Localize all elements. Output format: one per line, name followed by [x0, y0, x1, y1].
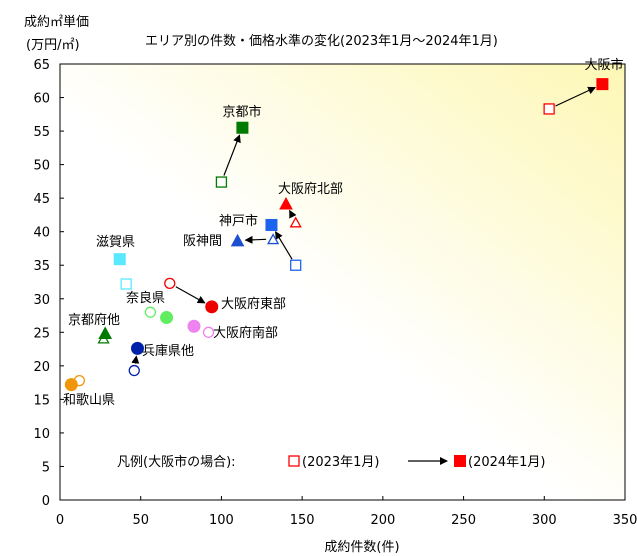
legend-marker-2023 [288, 455, 300, 467]
y-tick-label: 65 [33, 58, 50, 73]
x-tick-label: 100 [209, 513, 234, 528]
area-label: 大阪府北部 [278, 182, 343, 197]
plot-area [59, 63, 626, 501]
point-2024 [265, 218, 278, 231]
x-tick-label: 250 [451, 513, 476, 528]
point-2023 [266, 233, 280, 245]
legend-prefix: 凡例(大阪市の場合): [117, 454, 236, 470]
area-label: 兵庫県他 [142, 344, 194, 359]
y-tick-label: 55 [33, 125, 50, 140]
area-label: 京都府他 [68, 313, 120, 328]
area-label: 大阪市 [584, 57, 623, 73]
area-label: 神戸市 [219, 213, 258, 229]
y-tick-label: 10 [33, 427, 50, 442]
change-arrow [131, 355, 140, 364]
change-arrow [275, 230, 293, 260]
area-label: 京都市 [222, 104, 261, 120]
point-2024 [98, 326, 113, 339]
point-2024 [236, 121, 249, 134]
y-axis-label-line1: 成約㎡単価 [24, 14, 89, 30]
point-2024 [230, 233, 245, 247]
point-2024 [130, 341, 144, 355]
point-2024 [160, 311, 174, 325]
change-arrow [223, 134, 241, 176]
y-tick-label: 20 [33, 360, 50, 375]
area-label: 阪神間 [183, 234, 222, 249]
change-arrow [175, 286, 206, 304]
x-tick-label: 200 [370, 513, 395, 528]
point-2023 [128, 364, 140, 377]
y-tick-label: 25 [33, 326, 50, 341]
area-label: 大阪府南部 [213, 325, 278, 341]
point-2023 [215, 176, 228, 188]
legend-label-2024: (2024年1月) [468, 455, 546, 470]
point-2024 [596, 78, 609, 91]
y-tick-label: 35 [33, 259, 50, 274]
x-axis-label: 成約件数(件) [324, 540, 399, 555]
x-tick-label: 150 [290, 513, 315, 528]
area-label: 滋賀県 [96, 235, 135, 250]
axes: 0 5 10 15 20 25 30 35 40 45 50 55 60 65 0 50 100 150 200 25… [33, 58, 637, 528]
y-tick-label: 0 [42, 494, 50, 509]
area-label: 奈良県 [126, 290, 165, 306]
y-tick-label: 30 [33, 293, 50, 308]
change-arrow [244, 235, 267, 244]
legend-marker-2024 [454, 455, 466, 467]
y-tick-label: 50 [33, 159, 50, 174]
point-2024 [64, 378, 78, 392]
change-arrow [289, 209, 297, 219]
x-tick-label: 50 [132, 513, 149, 528]
legend: 凡例(大阪市の場合): (2023年1月) (2024年1月) [117, 454, 546, 470]
arrow-layer [131, 86, 597, 364]
point-2023 [144, 306, 157, 318]
point-2023 [289, 216, 302, 228]
y-axis-label-line2: (万円/㎡) [26, 38, 80, 53]
point-2023 [290, 259, 302, 271]
area-label: 大阪府東部 [221, 296, 286, 312]
y-tick-label: 15 [33, 393, 50, 408]
y-tick-label: 40 [33, 226, 50, 241]
point-2024 [113, 253, 126, 266]
point-2024 [279, 196, 293, 210]
point-2023 [164, 277, 176, 289]
point-2023 [543, 103, 555, 115]
change-arrow [555, 86, 597, 107]
x-tick-label: 300 [532, 513, 557, 528]
area-label: 和歌山県 [63, 393, 115, 408]
point-2023 [202, 326, 215, 338]
y-tick-label: 5 [42, 460, 50, 475]
chart-title: エリア別の件数・価格水準の変化(2023年1月～2024年1月) [145, 33, 498, 49]
x-tick-label: 0 [56, 513, 64, 528]
point-2023 [120, 278, 132, 290]
legend-label-2023: (2023年1月) [302, 455, 380, 470]
point-2024 [187, 319, 201, 333]
y-tick-label: 60 [33, 92, 50, 107]
y-tick-label: 45 [33, 192, 50, 207]
point-layer [64, 78, 609, 392]
point-2024 [205, 300, 219, 314]
x-tick-label: 350 [613, 513, 637, 528]
